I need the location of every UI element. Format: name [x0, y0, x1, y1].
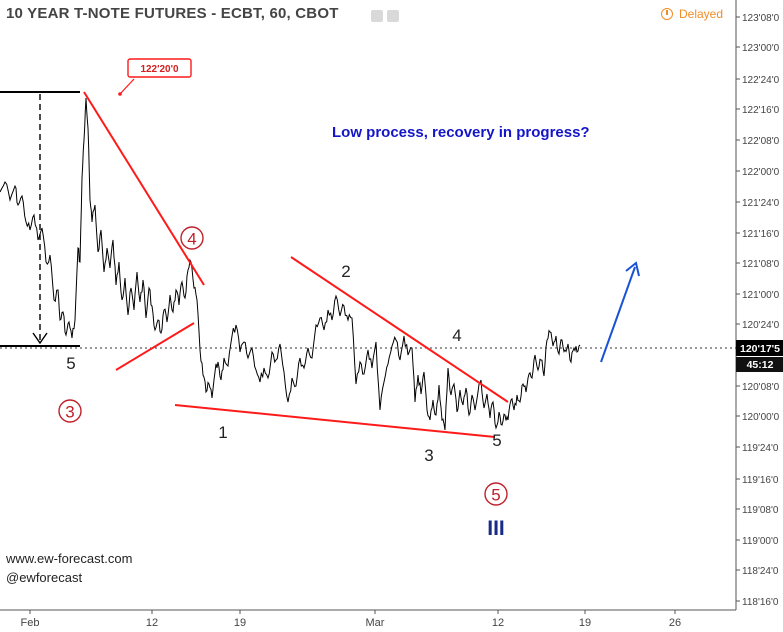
wave-5-label: 5	[492, 431, 501, 450]
callout-pointer	[119, 78, 135, 95]
countdown-value: 45:12	[747, 359, 774, 371]
x-tick-label: Feb	[21, 617, 40, 629]
chart-headline: Low process, recovery in progress?	[332, 124, 590, 141]
y-tick-label: 123'08'0	[742, 13, 780, 24]
measure-arrow-head	[32, 332, 48, 345]
settings-icon[interactable]	[371, 9, 383, 22]
callout-text: 122'20'0	[140, 64, 179, 75]
delayed-indicator: Delayed	[661, 7, 723, 21]
price-series-line	[0, 97, 581, 431]
y-tick-label: 119'00'0	[742, 536, 779, 547]
x-tick-label: 19	[234, 617, 246, 629]
clock-icon	[661, 8, 673, 20]
y-tick-label: 121'00'0	[742, 290, 780, 301]
chart-title: 10 YEAR T-NOTE FUTURES - ECBT, 60, CBOT	[6, 5, 339, 22]
callout-dot	[118, 92, 122, 96]
y-tick-label: 122'24'0	[742, 75, 780, 86]
wave-3-circle	[58, 399, 82, 423]
y-tick-label: 121'16'0	[742, 229, 780, 240]
wave-2-label: 2	[341, 262, 350, 281]
wave-4-circled-label: 4	[187, 230, 196, 249]
last-price-badge	[736, 340, 783, 356]
y-tick-label: 121'08'0	[742, 259, 780, 270]
y-tick-label: 123'00'0	[742, 43, 780, 54]
y-tick-label: 120'00'0	[742, 412, 780, 423]
trendline-wave4-lower	[115, 322, 195, 371]
x-tick-label: 12	[146, 617, 158, 629]
x-axis-ticks: Feb 12 19 Mar 12 19 26	[21, 610, 681, 629]
y-tick-label: 118'24'0	[742, 566, 779, 577]
trendline-lower	[174, 404, 496, 438]
y-tick-label: 119'08'0	[742, 505, 779, 516]
wave-5-circle	[484, 482, 508, 506]
wave-3-circled-label: 3	[65, 403, 74, 422]
countdown-badge	[736, 357, 783, 372]
wave-roman-iii-label: III	[487, 517, 505, 540]
wave-5-circled-label: 5	[491, 486, 500, 505]
y-tick-label: 118'16'0	[742, 597, 779, 608]
x-tick-label: 19	[579, 617, 591, 629]
x-tick-label: 26	[669, 617, 681, 629]
y-tick-label: 122'16'0	[742, 105, 780, 116]
projection-arrow-line	[600, 266, 636, 363]
y-tick-label: 122'08'0	[742, 136, 780, 147]
delayed-label: Delayed	[679, 7, 724, 21]
projection-arrow-head	[625, 261, 640, 277]
y-tick-label: 122'00'0	[742, 167, 780, 178]
y-tick-label: 121'24'0	[742, 198, 780, 209]
wave-5-left-label: 5	[66, 354, 75, 373]
x-tick-label: 12	[492, 617, 504, 629]
last-price-value: 120'17'5	[740, 343, 780, 355]
x-tick-label: Mar	[366, 617, 385, 629]
wave-4-circle	[180, 226, 204, 250]
y-tick-label: 119'16'0	[742, 475, 779, 486]
y-axis-ticks: 123'08'0 123'00'0 122'24'0 122'16'0 122'08'0…	[736, 13, 780, 608]
trendline-wave3-4	[83, 91, 205, 286]
wave-4-label: 4	[452, 326, 461, 345]
trendline-upper	[290, 256, 509, 403]
wave-3-label: 3	[424, 446, 433, 465]
callout-box	[127, 58, 192, 78]
watermark-handle: @ewforecast	[6, 570, 83, 585]
y-tick-label: 119'24'0	[742, 443, 779, 454]
wave-1-label: 1	[218, 423, 227, 442]
y-tick-label: 120'24'0	[742, 320, 780, 331]
header-icons	[371, 7, 403, 25]
y-tick-label: 120'08'0	[742, 382, 780, 393]
screenshot-icon[interactable]	[387, 9, 399, 22]
watermark-site: www.ew-forecast.com	[6, 551, 133, 566]
